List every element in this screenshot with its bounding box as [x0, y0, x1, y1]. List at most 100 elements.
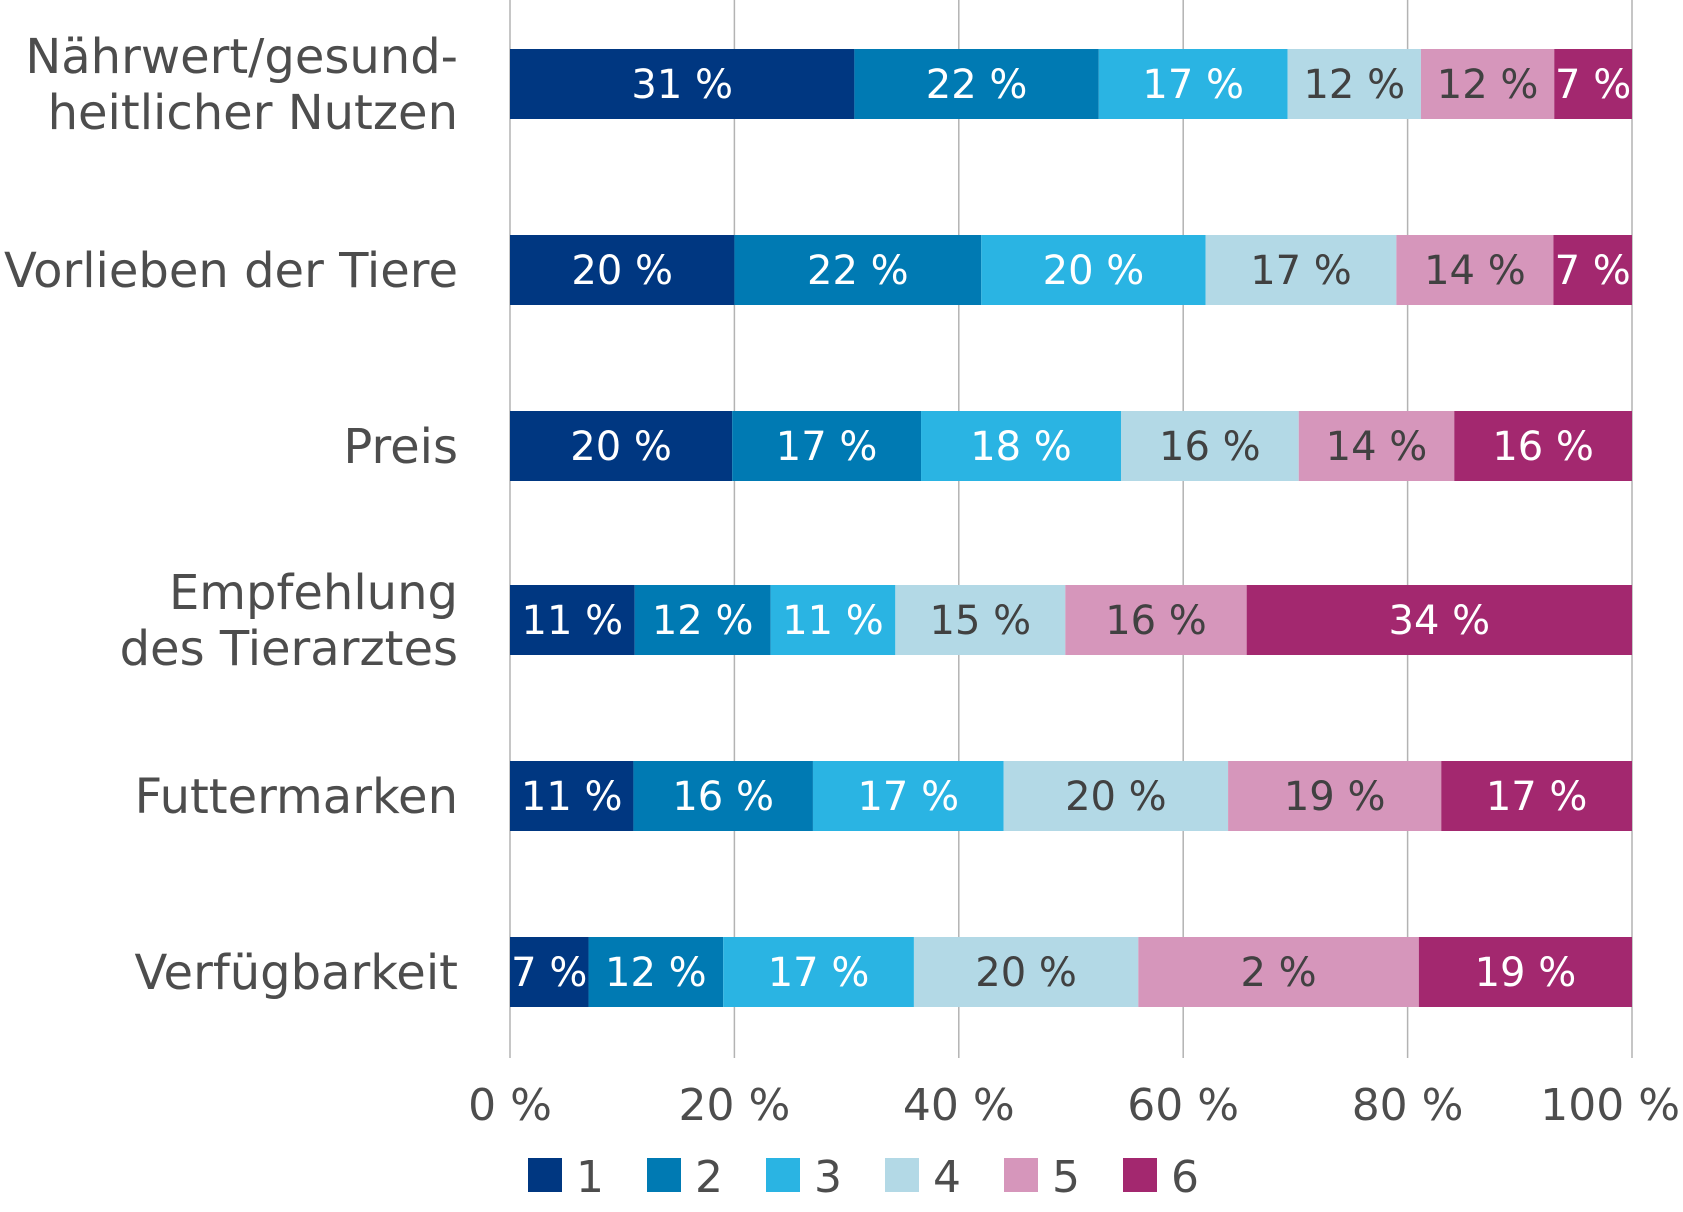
- data-label-row4-series2: 16 %: [672, 774, 774, 820]
- bar-segment-row3-series1: [510, 585, 635, 655]
- bar-segment-row4-series6: [1441, 761, 1632, 831]
- data-label-row1-series5: 14 %: [1424, 248, 1526, 294]
- x-axis-ticks: 0 % 20 % 40 % 60 % 80 % 100 %: [468, 1080, 1680, 1131]
- data-label-row3-series6: 34 %: [1389, 598, 1491, 644]
- bar-segment-row0-series3: [1098, 49, 1288, 119]
- data-label-row4-series1: 11 %: [521, 774, 623, 820]
- bar-segment-row0-series1: [510, 49, 855, 119]
- bar-segment-row3-series2: [634, 585, 771, 655]
- data-label-row4-series4: 20 %: [1065, 774, 1167, 820]
- data-label-row5-series2: 12 %: [605, 950, 707, 996]
- legend-swatch-6: [1123, 1158, 1157, 1192]
- data-label-row3-series4: 15 %: [930, 598, 1032, 644]
- data-label-row1-series2: 22 %: [807, 248, 909, 294]
- bar-segment-row5-series4: [913, 937, 1139, 1007]
- legend-label-3: 3: [814, 1152, 842, 1203]
- data-label-row0-series2: 22 %: [926, 62, 1028, 108]
- data-label-row0-series5: 12 %: [1437, 62, 1539, 108]
- category-label-3-line-0: Empfehlung: [169, 565, 458, 621]
- data-label-row2-series1: 20 %: [570, 424, 672, 470]
- bar-segment-row1-series3: [981, 235, 1206, 305]
- data-label-row4-series3: 17 %: [857, 774, 959, 820]
- data-label-row3-series3: 11 %: [782, 598, 884, 644]
- legend: 1 2 3 4 5 6: [528, 1152, 1199, 1203]
- data-label-row2-series3: 18 %: [970, 424, 1072, 470]
- data-label-row2-series2: 17 %: [776, 424, 878, 470]
- x-tick-label-60: 60 %: [1127, 1080, 1239, 1131]
- bar-segment-row4-series2: [633, 761, 813, 831]
- legend-swatch-1: [528, 1158, 562, 1192]
- bar-segment-row2-series1: [510, 411, 733, 481]
- data-label-row4-series6: 17 %: [1486, 774, 1588, 820]
- bar-segment-row1-series1: [510, 235, 735, 305]
- category-label-1-line-0: Vorlieben der Tiere: [4, 243, 458, 299]
- data-label-row0-series3: 17 %: [1142, 62, 1244, 108]
- legend-swatch-3: [766, 1158, 800, 1192]
- data-label-row2-series4: 16 %: [1159, 424, 1261, 470]
- legend-swatch-5: [1004, 1158, 1038, 1192]
- data-label-row0-series1: 31 %: [631, 62, 733, 108]
- data-label-row4-series5: 19 %: [1284, 774, 1386, 820]
- legend-swatch-4: [885, 1158, 919, 1192]
- bar-segment-row1-series4: [1205, 235, 1397, 305]
- bar-segment-row0-series2: [854, 49, 1099, 119]
- legend-label-2: 2: [695, 1152, 723, 1203]
- data-label-row1-series6: 7 %: [1555, 248, 1631, 294]
- x-tick-label-100: 100 %: [1540, 1080, 1680, 1131]
- bar-segment-row3-series4: [895, 585, 1066, 655]
- bar-segment-row1-series2: [734, 235, 982, 305]
- x-tick-label-40: 40 %: [903, 1080, 1015, 1131]
- bar-segment-row3-series5: [1065, 585, 1247, 655]
- data-label-row0-series4: 12 %: [1303, 62, 1405, 108]
- bar-segment-row3-series6: [1246, 585, 1632, 655]
- data-label-row0-series6: 7 %: [1555, 62, 1631, 108]
- category-labels: Nährwert/gesund-heitlicher Nutzen Vorlieb…: [4, 29, 458, 1001]
- data-label-row5-series4: 20 %: [975, 950, 1077, 996]
- category-label-3-line-1: des Tierarztes: [120, 621, 458, 677]
- bar-segment-row2-series2: [732, 411, 922, 481]
- gridlines: [509, 0, 1633, 1058]
- bar-segment-row2-series5: [1298, 411, 1455, 481]
- bar-segment-row5-series6: [1418, 937, 1632, 1007]
- bar-segment-row4-series3: [812, 761, 1004, 831]
- bar-segment-row0-series6: [1554, 49, 1632, 119]
- x-tick-label-80: 80 %: [1352, 1080, 1464, 1131]
- legend-label-5: 5: [1052, 1152, 1080, 1203]
- data-label-row3-series2: 12 %: [652, 598, 754, 644]
- bar-segment-row1-series6: [1553, 235, 1632, 305]
- bar-segment-row5-series2: [588, 937, 724, 1007]
- legend-swatch-2: [647, 1158, 681, 1192]
- x-tick-label-0: 0 %: [468, 1080, 552, 1131]
- bars: 31 % 22 % 17 % 12 % 12 % 7 % 20 % 22 % 20 % 17 % 1…: [510, 49, 1632, 1007]
- category-label-5-line-0: Verfügbarkeit: [134, 945, 458, 1001]
- data-label-row2-series5: 14 %: [1326, 424, 1428, 470]
- legend-label-6: 6: [1171, 1152, 1199, 1203]
- bar-segment-row0-series5: [1420, 49, 1555, 119]
- bar-segment-row5-series5: [1138, 937, 1419, 1007]
- bar-segment-row4-series4: [1003, 761, 1229, 831]
- data-label-row2-series6: 16 %: [1492, 424, 1594, 470]
- bar-segment-row4-series5: [1228, 761, 1442, 831]
- data-label-row1-series1: 20 %: [571, 248, 673, 294]
- legend-label-1: 1: [576, 1152, 604, 1203]
- bar-segment-row2-series6: [1454, 411, 1632, 481]
- bar-segment-row4-series1: [510, 761, 634, 831]
- data-label-row5-series3: 17 %: [768, 950, 870, 996]
- bar-segment-row5-series3: [723, 937, 914, 1007]
- data-label-row3-series5: 16 %: [1105, 598, 1207, 644]
- data-label-row5-series5: 2 %: [1240, 950, 1316, 996]
- category-label-4-line-0: Futtermarken: [135, 769, 458, 825]
- legend-label-4: 4: [933, 1152, 961, 1203]
- category-label-0-line-1: heitlicher Nutzen: [48, 85, 458, 141]
- bar-segment-row3-series3: [770, 585, 896, 655]
- data-label-row5-series6: 19 %: [1475, 950, 1577, 996]
- category-label-0-line-0: Nährwert/gesund-: [25, 29, 458, 85]
- data-label-row5-series1: 7 %: [511, 950, 587, 996]
- x-tick-label-20: 20 %: [679, 1080, 791, 1131]
- bar-segment-row5-series1: [510, 937, 589, 1007]
- bar-segment-row0-series4: [1287, 49, 1421, 119]
- bar-segment-row2-series4: [1120, 411, 1299, 481]
- bar-segment-row2-series3: [921, 411, 1121, 481]
- data-label-row1-series3: 20 %: [1043, 248, 1145, 294]
